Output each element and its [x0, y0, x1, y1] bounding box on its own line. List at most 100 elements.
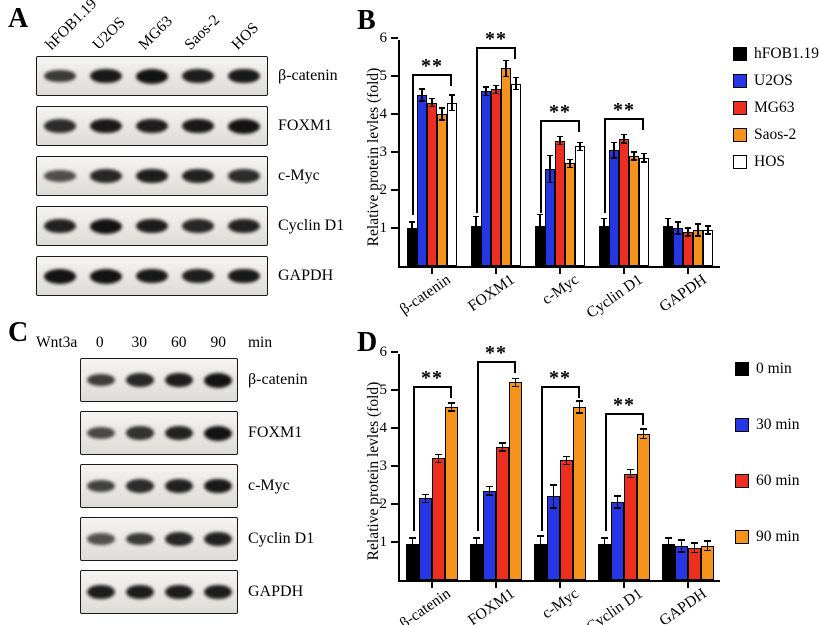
error-cap: [640, 152, 648, 155]
bar: [445, 407, 458, 580]
error-cap: [418, 88, 426, 90]
bracket-right: [577, 388, 580, 399]
protein-band: [228, 218, 260, 234]
significance-bracket: **: [412, 368, 452, 531]
significance-label: **: [549, 100, 571, 123]
legend-swatch: [733, 74, 747, 88]
error-cap: [664, 233, 672, 235]
y-tick-label: 4: [379, 420, 388, 436]
error-bar: [610, 141, 618, 159]
error-cap: [550, 507, 557, 509]
legend-label: 90 min: [756, 528, 800, 545]
error-bar: [627, 468, 634, 479]
protein-band: [136, 218, 168, 234]
error-cap: [435, 461, 442, 464]
error-cap: [694, 223, 702, 225]
error-bar: [435, 453, 442, 464]
error-cap: [566, 158, 574, 161]
protein-band: [44, 69, 76, 83]
protein-label: FOXM1: [278, 117, 333, 134]
error-cap: [448, 402, 455, 404]
y-tick-label: 5: [379, 382, 388, 398]
bar: [575, 146, 585, 266]
significance-label: **: [485, 342, 507, 365]
bracket-right: [642, 119, 644, 130]
panel-label-D: D: [357, 327, 378, 358]
legend-swatch: [735, 530, 749, 544]
y-tick: [391, 351, 398, 353]
bar: [555, 140, 565, 266]
timepoint-label: 0: [95, 334, 104, 351]
y-tick-label: 6: [379, 30, 388, 46]
error-cap: [704, 225, 712, 227]
error-bar: [448, 94, 456, 112]
error-cap: [418, 100, 426, 102]
error-cap: [630, 159, 638, 161]
y-tick-label: 6: [379, 344, 388, 360]
legend-item: 60 min: [735, 472, 800, 490]
timepoint-label: 60: [171, 334, 187, 351]
error-bar: [601, 537, 608, 551]
protein-band: [164, 425, 193, 441]
x-tick: [559, 582, 561, 588]
protein-band: [90, 68, 122, 84]
blot-row: GAPDH: [8, 256, 344, 296]
protein-band: [90, 169, 122, 183]
error-cap: [435, 453, 442, 456]
bar-chart-D: 1 2 3 4 5 6 β-catenin ** FOXM1 ** c-Myc ** Cyclin D1…: [380, 343, 720, 625]
protein-band: [136, 118, 168, 134]
error-bar: [566, 158, 574, 169]
error-cap: [674, 233, 682, 235]
bar: [547, 496, 560, 580]
significance-bracket: **: [412, 56, 452, 215]
significance-label: **: [613, 393, 635, 416]
error-cap: [448, 94, 456, 96]
protein-band: [164, 584, 193, 600]
x-tick: [495, 268, 497, 274]
bar: [545, 169, 555, 266]
protein-band: [44, 170, 76, 182]
error-cap: [576, 400, 583, 402]
bar: [481, 91, 491, 266]
bar: [483, 490, 496, 580]
bar: [427, 102, 437, 266]
error-cap: [472, 215, 480, 218]
legend-swatch: [733, 101, 747, 115]
error-cap: [614, 507, 621, 509]
protein-label: GAPDH: [248, 583, 304, 600]
error-bar: [492, 84, 500, 95]
bar: [619, 138, 629, 266]
error-bar: [640, 428, 647, 440]
error-cap: [422, 493, 429, 496]
bracket-right: [449, 388, 452, 399]
significance-bracket: **: [540, 102, 580, 213]
error-cap: [691, 542, 698, 544]
error-cap: [482, 94, 490, 96]
error-cap: [678, 539, 685, 541]
error-cap: [408, 221, 416, 223]
protein-label: c-Myc: [278, 167, 320, 184]
error-bar: [563, 455, 570, 466]
error-bar: [600, 217, 608, 235]
y-tick: [391, 427, 398, 429]
bracket-left: [476, 49, 478, 213]
error-bar: [556, 135, 564, 146]
bar: [511, 83, 521, 266]
blot-strip: [36, 156, 268, 196]
bar: [565, 163, 575, 266]
blot-strip: [36, 56, 268, 96]
y-tick: [391, 541, 398, 543]
bracket-right: [641, 414, 644, 425]
protein-band: [164, 532, 193, 546]
error-cap: [428, 97, 436, 100]
protein-band: [90, 118, 122, 134]
error-cap: [409, 537, 416, 539]
error-cap: [576, 141, 584, 144]
error-cap: [601, 537, 608, 539]
bar: [624, 473, 637, 580]
y-tick: [391, 189, 398, 191]
error-cap: [512, 88, 520, 91]
significance-bracket: **: [540, 368, 580, 531]
legend-item: 90 min: [735, 528, 800, 546]
timepoint-label: 30: [131, 334, 148, 351]
